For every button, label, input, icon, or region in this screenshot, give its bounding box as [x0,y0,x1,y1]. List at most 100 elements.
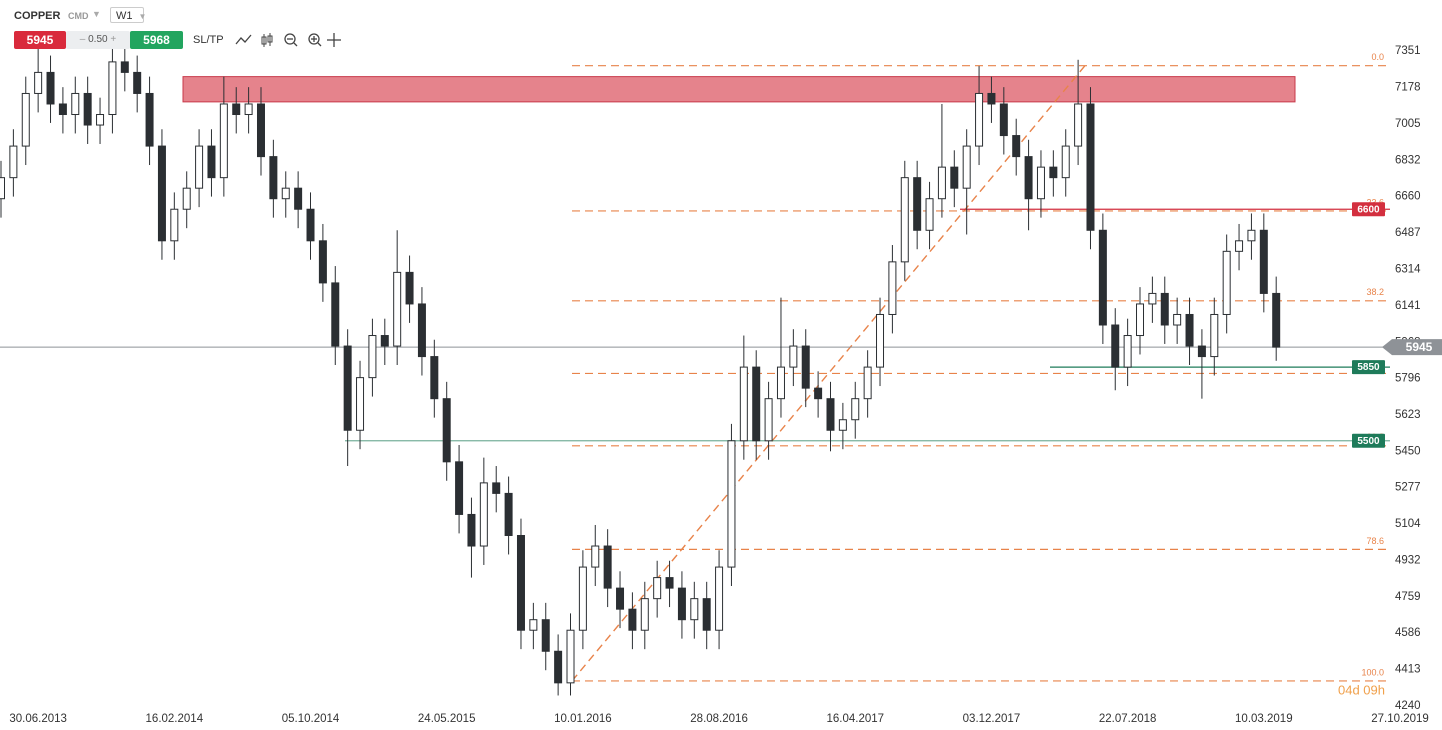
zoom-out-icon[interactable] [284,33,298,47]
candle-body [1148,292,1157,305]
candle-body [616,587,625,610]
candle-body [46,71,55,105]
y-tick-label: 5623 [1395,409,1421,421]
timeframe[interactable]: W1 ▼ [110,7,146,23]
spread-value: 0.50 [88,34,108,45]
candle-body [752,366,761,442]
candle-body [826,398,835,431]
candle-body [170,208,179,242]
candle-body [1210,313,1219,358]
candle-body [1160,292,1169,326]
line-icon[interactable] [235,34,252,45]
x-tick-label: 28.08.2016 [690,713,748,725]
y-tick-label: 5796 [1395,373,1421,385]
fib-label: 0.0 [1371,52,1384,62]
candle-body [987,92,996,105]
symbol[interactable]: COPPER [14,10,61,22]
candle-body [430,356,439,400]
candle-body [492,482,501,494]
last-price-label: 5945 [1406,340,1433,354]
candle-body [442,398,451,463]
candle-body [937,166,946,200]
y-tick-label: 6832 [1395,154,1421,166]
candle-body [516,534,525,631]
fib-label: 100.0 [1361,667,1384,677]
candle-body [219,103,228,179]
candle-body [999,103,1008,137]
y-tick-label: 4240 [1395,700,1421,712]
y-tick-label: 6660 [1395,191,1421,203]
fib-label: 78.6 [1366,536,1384,546]
x-tick-label: 03.12.2017 [963,713,1021,725]
candle-body [1235,240,1244,252]
zoom-in-icon[interactable] [308,33,322,47]
candle-body [393,271,402,347]
candle-body [120,61,129,73]
x-tick-label: 22.07.2018 [1099,713,1157,725]
candle-body [294,187,303,210]
candle-body [975,92,984,147]
candle-body [690,598,699,621]
level-badge [1352,433,1385,448]
candle-body [727,440,736,568]
candle-body [1098,229,1107,326]
candle-body [814,387,823,400]
candle-body [529,619,538,631]
x-tick-label: 27.10.2019 [1371,713,1429,725]
group[interactable]: CMD [68,11,89,21]
candle-body [281,187,290,200]
candle-body [640,598,649,631]
y-tick-label: 7005 [1395,118,1421,130]
sell-button[interactable]: 5945 [14,31,66,49]
y-tick-label: 4413 [1395,664,1421,676]
candle-icon[interactable] [261,33,273,47]
candle-body [1012,135,1021,158]
candle-body [962,145,971,189]
level-badge [1352,202,1385,217]
candle-body [145,92,154,147]
candle-body [405,271,414,305]
candle-body [1259,229,1268,294]
x-tick-label: 16.02.2014 [146,713,204,725]
candle-body [306,208,315,242]
level-label: 5500 [1357,436,1380,447]
y-tick-label: 4759 [1395,591,1421,603]
candle-body [1024,156,1033,200]
candle-body [566,629,575,684]
candle-body [479,482,488,547]
group-arrow[interactable]: ▼ [92,9,101,19]
candle-body [9,145,18,179]
candle-body [71,92,80,116]
candle-body [591,545,600,568]
last-price-badge [1382,339,1442,356]
candle-body [925,198,934,231]
candle-body [504,492,513,536]
candle-body [232,103,241,116]
candle-body [34,71,43,94]
candle-body [368,335,377,379]
buy-button[interactable]: 5968 [130,31,183,49]
candle-body [764,398,773,442]
candle-body [665,577,674,589]
candle-body [318,240,327,284]
spread: – 0.50 + [66,31,130,49]
candle-body [269,156,278,200]
candle-body [913,177,922,231]
candle-body [1197,345,1206,358]
x-tick-label: 10.01.2016 [554,713,612,725]
sltp-button[interactable]: SL/TP [193,34,224,46]
move-icon[interactable] [327,33,341,47]
candle-body [417,303,426,358]
level-label: 6600 [1357,204,1380,215]
x-tick-label: 10.03.2019 [1235,713,1293,725]
y-tick-label: 5450 [1395,445,1421,457]
candle-body [455,461,464,515]
candle-body [900,177,909,263]
candle-body [331,282,340,347]
candle-body [1185,313,1194,347]
candle-body [801,345,810,389]
candle-body [876,313,885,368]
candle-body [1136,303,1145,337]
